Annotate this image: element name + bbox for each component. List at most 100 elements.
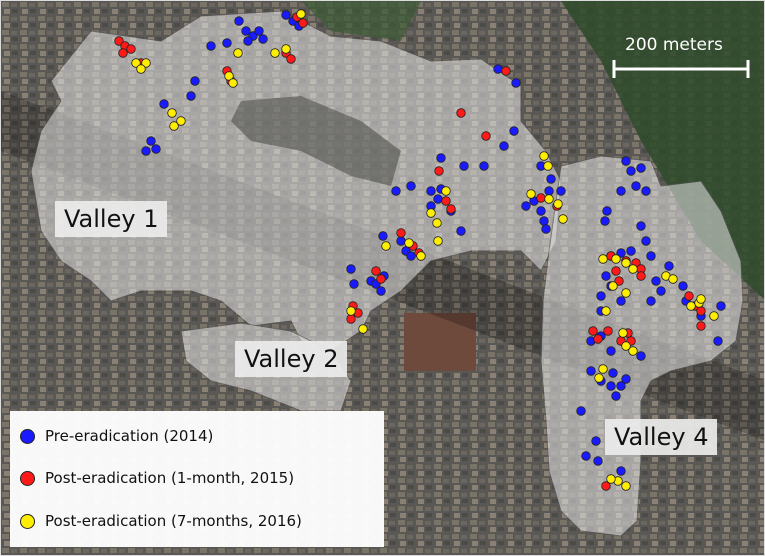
post-1-month-point: [696, 306, 706, 316]
post-1-month-point: [588, 326, 598, 336]
pre-eradication-point: [626, 246, 636, 256]
pre-eradication-point: [713, 336, 723, 346]
post-7-month-point: [296, 9, 306, 19]
post-7-month-point: [358, 324, 368, 334]
pre-eradication-point: [606, 346, 616, 356]
post-1-month-point: [636, 271, 646, 281]
post-7-month-point: [441, 186, 451, 196]
post-7-month-point: [404, 238, 414, 248]
post-1-month-point: [298, 18, 308, 28]
post-7-month-point: [433, 236, 443, 246]
post-1-month-point: [601, 481, 611, 491]
post-1-month-point: [684, 291, 694, 301]
post-7-month-point: [553, 199, 563, 209]
pre-eradication-point: [541, 224, 551, 234]
post-7-month-point: [136, 64, 146, 74]
pre-eradication-point: [636, 351, 646, 361]
pre-eradication-point: [651, 276, 661, 286]
post-7-month-point: [621, 481, 631, 491]
pre-eradication-point: [509, 126, 519, 136]
post-1-month-point: [481, 131, 491, 141]
post-1-month-point: [501, 66, 511, 76]
pre-eradication-point: [159, 99, 169, 109]
pre-eradication-point: [206, 41, 216, 51]
pre-eradication-point: [636, 221, 646, 231]
legend-item-post-7m: Post-eradication (7-months, 2016): [20, 512, 302, 530]
post-7-month-point: [709, 311, 719, 321]
pre-eradication-point: [678, 281, 688, 291]
post-7-month-point: [618, 328, 628, 338]
pre-eradication-point: [596, 291, 606, 301]
pre-eradication-point: [616, 381, 626, 391]
post-7-month-point: [621, 341, 631, 351]
pre-eradication-point: [436, 153, 446, 163]
post-1-month-point: [126, 44, 136, 54]
post-7-month-point: [598, 254, 608, 264]
legend-label-post-1m: Post-eradication (1-month, 2015): [45, 469, 295, 487]
pre-eradication-point: [146, 136, 156, 146]
pre-eradication-point: [556, 186, 566, 196]
post-7-month-point: [526, 189, 536, 199]
pre-eradication-point: [616, 466, 626, 476]
pre-eradication-point: [281, 10, 291, 20]
pre-eradication-point: [511, 78, 521, 88]
pre-eradication-point: [631, 181, 641, 191]
post-7-month-point: [426, 208, 436, 218]
post-7-month-point: [233, 48, 243, 58]
post-7-month-point: [169, 121, 179, 131]
pre-eradication-point: [608, 368, 618, 378]
post-7-month-point: [167, 108, 177, 118]
pre-eradication-point: [234, 16, 244, 26]
pre-eradication-point: [254, 26, 264, 36]
post-7-month-point: [432, 218, 442, 228]
pre-eradication-point: [376, 286, 386, 296]
post-1-month-point: [611, 266, 621, 276]
vegetation-area: [301, 1, 421, 41]
pre-eradication-point: [664, 261, 674, 271]
post-7-month-point: [608, 281, 618, 291]
pre-eradication-point: [626, 166, 636, 176]
pre-eradication-point: [616, 248, 626, 258]
post-1-month-point: [346, 314, 356, 324]
post-7-month-point: [606, 474, 616, 484]
post-7-month-point: [621, 288, 631, 298]
post-7-month-point: [611, 254, 621, 264]
post-7-month-point: [558, 214, 568, 224]
pre-eradication-point: [151, 144, 161, 154]
post-7-month-point: [628, 346, 638, 356]
pre-eradication-point: [391, 186, 401, 196]
sample-points: [114, 9, 726, 491]
pre-eradication-point: [616, 296, 626, 306]
pre-eradication-point: [521, 201, 531, 211]
post-1-month-point: [446, 204, 456, 214]
legend-label-pre: Pre-eradication (2014): [45, 427, 214, 445]
post-7-month-point: [668, 274, 678, 284]
pre-eradication-point: [600, 216, 610, 226]
pre-eradication-point: [611, 391, 621, 401]
post-1-month-point: [114, 36, 124, 46]
pre-eradication-point: [616, 186, 626, 196]
post-1-month-point: [536, 193, 546, 203]
legend-item-pre: Pre-eradication (2014): [20, 427, 213, 445]
pre-eradication-point: [479, 161, 489, 171]
pre-eradication-point: [456, 226, 466, 236]
pre-eradication-point: [539, 216, 549, 226]
pre-eradication-point: [656, 286, 666, 296]
pre-eradication-point: [621, 156, 631, 166]
pre-eradication-point: [586, 366, 596, 376]
post-7-month-point: [696, 294, 706, 304]
pre-eradication-point: [591, 436, 601, 446]
pre-eradication-point: [593, 456, 603, 466]
legend-label-post-7m: Post-eradication (7-months, 2016): [45, 512, 302, 530]
pre-eradication-point: [406, 251, 416, 261]
pre-eradication-point: [241, 26, 251, 36]
post-7-month-point: [416, 251, 426, 261]
pre-eradication-point: [636, 163, 646, 173]
post-1-month-point: [696, 321, 706, 331]
pre-eradication-point: [581, 451, 591, 461]
pre-eradication-point: [606, 381, 616, 391]
post-7-month-point: [601, 306, 611, 316]
post-7-month-point: [543, 161, 553, 171]
post-7-month-point: [281, 44, 291, 54]
